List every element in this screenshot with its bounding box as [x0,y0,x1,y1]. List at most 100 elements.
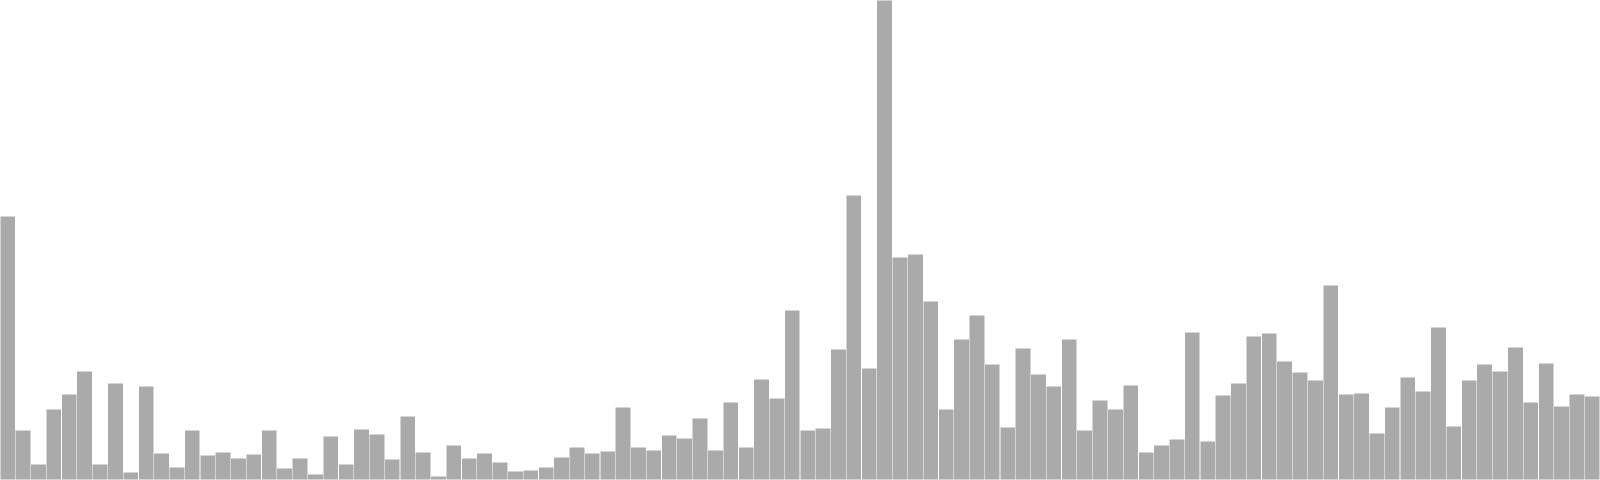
bar-85 [1307,379,1324,480]
bar-87 [1338,393,1355,480]
bar-24 [368,433,385,480]
bar-72 [1107,408,1124,480]
bar-35 [538,466,555,480]
bar-84 [1292,371,1308,480]
bar-10 [153,452,170,480]
bar-25 [384,458,401,480]
bar-90 [1384,406,1401,480]
bar-28 [430,475,447,480]
bar-62 [953,338,970,480]
bar-71 [1092,399,1108,480]
bar-103 [1584,395,1600,480]
bar-8 [122,471,139,480]
bar-39 [599,450,616,480]
bar-40 [615,406,632,480]
bar-53 [815,427,832,480]
bar-77 [1184,331,1201,480]
bar-5 [76,370,93,480]
bar-60 [922,300,939,480]
bar-7 [107,382,124,480]
bar-32 [492,461,508,480]
bar-42 [645,449,662,480]
bar-96 [1476,363,1493,480]
bar-26 [399,415,416,480]
bar-1 [15,429,32,480]
bar-81 [1245,335,1262,480]
bar-22 [338,463,355,480]
bar-94 [1445,425,1462,480]
bar-49 [753,378,770,480]
bar-83 [1276,360,1293,480]
bar-43 [661,434,678,480]
bar-57 [876,0,893,480]
bar-66 [1015,347,1032,480]
bar-89 [1368,432,1385,480]
bar-9 [138,385,155,480]
bar-73 [1122,384,1139,480]
bar-4 [61,393,78,480]
bar-44 [676,437,693,480]
bar-63 [968,314,985,480]
bar-99 [1522,401,1539,480]
bar-80 [1230,382,1247,480]
bar-61 [938,408,955,480]
bar-31 [476,452,493,480]
bar-16 [245,453,262,480]
bar-75 [1153,444,1170,480]
bar-69 [1061,338,1078,480]
bar-64 [984,363,1001,480]
bar-15 [230,457,247,480]
bar-48 [738,446,755,480]
bar-12 [184,429,201,480]
bar-50 [768,397,785,480]
bar-0 [0,215,16,480]
bar-102 [1568,393,1585,480]
bar-82 [1261,332,1278,480]
bar-11 [168,466,185,480]
bar-78 [1199,440,1216,480]
bar-65 [999,426,1016,480]
bar-52 [799,429,816,480]
bar-14 [215,451,232,480]
bar-29 [445,444,462,480]
bar-23 [353,428,370,480]
bar-79 [1215,394,1232,480]
bar-13 [199,454,216,480]
bar-17 [261,429,278,480]
bar-6 [92,463,108,480]
bar-91 [1399,376,1416,480]
bar-36 [553,456,570,480]
bar-18 [276,467,293,480]
bar-20 [307,473,324,480]
bar-2 [30,463,47,480]
bar-45 [692,417,708,480]
bar-33 [507,470,524,480]
bar-100 [1538,362,1555,480]
bar-38 [584,452,601,480]
bar-58 [892,256,908,480]
bar-55 [845,194,862,480]
bar-97 [1492,370,1508,480]
bar-51 [784,309,801,480]
bar-47 [722,401,739,480]
bar-21 [322,435,339,480]
bar-59 [907,253,924,480]
bar-98 [1507,346,1524,480]
bar-95 [1461,379,1478,480]
bar-54 [830,348,847,480]
bar-67 [1030,373,1047,480]
bar-101 [1553,405,1570,480]
bar-86 [1322,284,1339,480]
bar-37 [568,446,585,480]
bar-92 [1415,390,1432,480]
bar-93 [1430,326,1447,480]
bar-74 [1138,451,1155,480]
bar-88 [1353,392,1370,480]
bar-27 [415,451,432,480]
bar-41 [630,446,647,480]
bar-34 [522,469,539,480]
bar-56 [861,367,878,480]
bar-70 [1076,429,1093,480]
